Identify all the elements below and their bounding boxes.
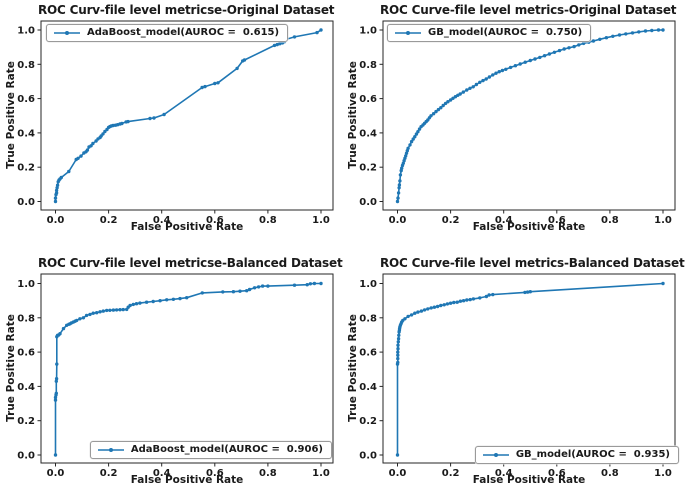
legend-label: AdaBoost_model(AUROC = 0.906) [130, 444, 323, 455]
roc-panel-gb-original: ROC Curve-file level metrics-Original Da… [342, 0, 685, 248]
svg-text:0.6: 0.6 [17, 348, 35, 359]
roc-plot: 0.0 0.2 0.4 0.6 0.8 1.0 0.0 0.2 0.4 0.6 0.8 1.0 [17, 273, 334, 479]
svg-text:0.8: 0.8 [359, 60, 377, 71]
svg-text:1.0: 1.0 [654, 468, 672, 479]
svg-text:0.2: 0.2 [100, 468, 118, 479]
legend-label: GB_model(AUROC = 0.750) [428, 27, 583, 38]
legend-line-marker-icon [482, 452, 509, 457]
x-axis-label: False Positive Rate [472, 221, 586, 233]
x-axis-label: False Positive Rate [130, 221, 244, 233]
roc-plot: 0.0 0.2 0.4 0.6 0.8 1.0 0.0 0.2 0.4 0.6 0.8 1.0 [17, 20, 334, 226]
svg-text:1.0: 1.0 [17, 279, 35, 290]
legend: AdaBoost_model(AUROC = 0.906) [89, 441, 332, 459]
legend: GB_model(AUROC = 0.935) [474, 446, 679, 464]
roc-plot: 0.0 0.2 0.4 0.6 0.8 1.0 0.0 0.2 0.4 0.6 0.8 1.0 [359, 273, 676, 479]
svg-text:0.6: 0.6 [359, 348, 377, 359]
chart-title: ROC Curve-file level metrics-Original Da… [380, 3, 677, 17]
svg-text:0.2: 0.2 [359, 416, 377, 427]
roc-panel-adaboost-balanced: ROC Curv-file level metricse-Balanced Da… [0, 248, 343, 497]
legend: AdaBoost_model(AUROC = 0.615) [46, 24, 289, 42]
legend: GB_model(AUROC = 0.750) [387, 24, 592, 42]
svg-text:0.2: 0.2 [359, 163, 377, 174]
roc-panel-adaboost-original: ROC Curv-file level metricse-Original Da… [0, 0, 342, 248]
svg-text:0.0: 0.0 [47, 468, 65, 479]
chart-title: ROC Curv-file level metricse-Original Da… [38, 3, 335, 17]
svg-text:0.4: 0.4 [495, 215, 513, 226]
svg-text:0.4: 0.4 [17, 382, 35, 393]
roc-panel-gb-balanced: ROC Curve-file level metrics-Balanced Da… [342, 248, 685, 497]
svg-text:0.8: 0.8 [359, 313, 377, 324]
chart-title: ROC Curv-file level metricse-Balanced Da… [38, 256, 343, 270]
legend-line-marker-icon [54, 30, 80, 35]
svg-text:0.6: 0.6 [359, 94, 377, 105]
svg-text:1.0: 1.0 [312, 215, 330, 226]
legend-line-marker-icon [97, 447, 124, 452]
svg-text:0.0: 0.0 [47, 215, 65, 226]
svg-text:1.0: 1.0 [312, 468, 330, 479]
svg-text:0.0: 0.0 [17, 451, 35, 462]
svg-text:0.2: 0.2 [442, 468, 460, 479]
x-axis-label: False Positive Rate [130, 474, 244, 486]
svg-text:1.0: 1.0 [17, 26, 35, 37]
svg-text:0.6: 0.6 [548, 468, 566, 479]
svg-text:0.6: 0.6 [548, 215, 566, 226]
svg-text:1.0: 1.0 [654, 215, 672, 226]
svg-text:0.4: 0.4 [17, 128, 35, 139]
svg-text:0.2: 0.2 [17, 163, 35, 174]
legend-line-marker-icon [395, 30, 421, 35]
chart-title: ROC Curve-file level metrics-Balanced Da… [380, 256, 685, 270]
svg-text:0.8: 0.8 [17, 313, 35, 324]
svg-text:0.8: 0.8 [259, 468, 277, 479]
svg-text:0.8: 0.8 [17, 60, 35, 71]
svg-text:1.0: 1.0 [359, 26, 377, 37]
svg-text:0.0: 0.0 [389, 468, 407, 479]
svg-text:0.4: 0.4 [359, 128, 377, 139]
svg-text:1.0: 1.0 [359, 279, 377, 290]
svg-text:0.0: 0.0 [359, 451, 377, 462]
svg-text:0.4: 0.4 [153, 468, 171, 479]
svg-text:0.8: 0.8 [601, 468, 619, 479]
svg-text:0.2: 0.2 [100, 215, 118, 226]
svg-text:0.4: 0.4 [153, 215, 171, 226]
svg-text:0.8: 0.8 [259, 215, 277, 226]
svg-text:0.0: 0.0 [359, 197, 377, 208]
svg-text:0.2: 0.2 [17, 416, 35, 427]
roc-plot: 0.0 0.2 0.4 0.6 0.8 1.0 0.0 0.2 0.4 0.6 0.8 1.0 [359, 20, 676, 226]
svg-text:0.6: 0.6 [17, 94, 35, 105]
x-axis-label: False Positive Rate [472, 474, 586, 486]
legend-label: GB_model(AUROC = 0.935) [515, 449, 670, 460]
svg-text:0.4: 0.4 [359, 382, 377, 393]
svg-text:0.0: 0.0 [389, 215, 407, 226]
legend-label: AdaBoost_model(AUROC = 0.615) [87, 27, 280, 38]
svg-text:0.0: 0.0 [17, 197, 35, 208]
svg-text:0.6: 0.6 [206, 468, 224, 479]
svg-text:0.4: 0.4 [495, 468, 513, 479]
svg-text:0.2: 0.2 [442, 215, 460, 226]
svg-text:0.6: 0.6 [206, 215, 224, 226]
svg-text:0.8: 0.8 [601, 215, 619, 226]
